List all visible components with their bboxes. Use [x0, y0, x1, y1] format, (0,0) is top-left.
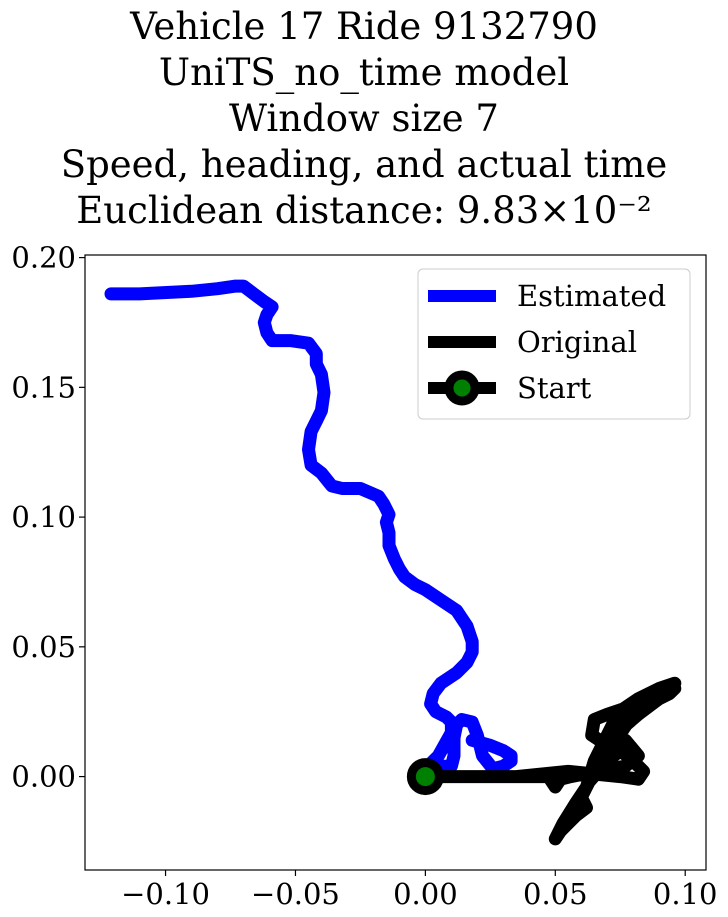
- series-line-estimated: [104, 279, 518, 784]
- legend-start-marker: [444, 370, 480, 406]
- title-line-3: Window size 7: [229, 97, 499, 140]
- title-line-2: UniTS_no_time model: [158, 51, 570, 94]
- x-tick-label: −0.10: [121, 877, 210, 911]
- x-tick-label: 0.05: [523, 877, 588, 911]
- start-marker: [406, 758, 444, 796]
- chart-title: Vehicle 17 Ride 9132790 UniTS_no_time mo…: [0, 4, 728, 234]
- series-line-original: [418, 676, 682, 846]
- title-line-4: Speed, heading, and actual time: [60, 143, 668, 186]
- x-tick-label: 0.00: [393, 877, 458, 911]
- y-tick-label: 0.00: [11, 760, 76, 794]
- legend-entry-start-label: Start: [517, 371, 592, 405]
- x-tick-label: 0.10: [653, 877, 718, 911]
- x-axis: −0.10 −0.05 0.00 0.05 0.10: [121, 870, 718, 911]
- y-tick-label: 0.20: [11, 241, 76, 275]
- y-tick-label: 0.15: [11, 370, 76, 404]
- plot-area: [104, 279, 682, 846]
- plot-frame: [84, 254, 707, 871]
- y-tick-label: 0.10: [11, 500, 76, 534]
- plot-data: [104, 279, 682, 846]
- legend: Estimated Original Start: [417, 268, 691, 420]
- x-tick-label: −0.05: [251, 877, 340, 911]
- legend-entry-estimated-label: Estimated: [517, 279, 666, 313]
- y-tick-label: 0.05: [11, 630, 76, 664]
- legend-box: [417, 268, 691, 420]
- y-axis: 0.00 0.05 0.10 0.15 0.20: [11, 241, 85, 794]
- title-line-1: Vehicle 17 Ride 9132790: [130, 5, 598, 48]
- title-line-5: Euclidean distance: 9.83×10⁻²: [76, 189, 652, 232]
- legend-entry-original-label: Original: [517, 325, 637, 359]
